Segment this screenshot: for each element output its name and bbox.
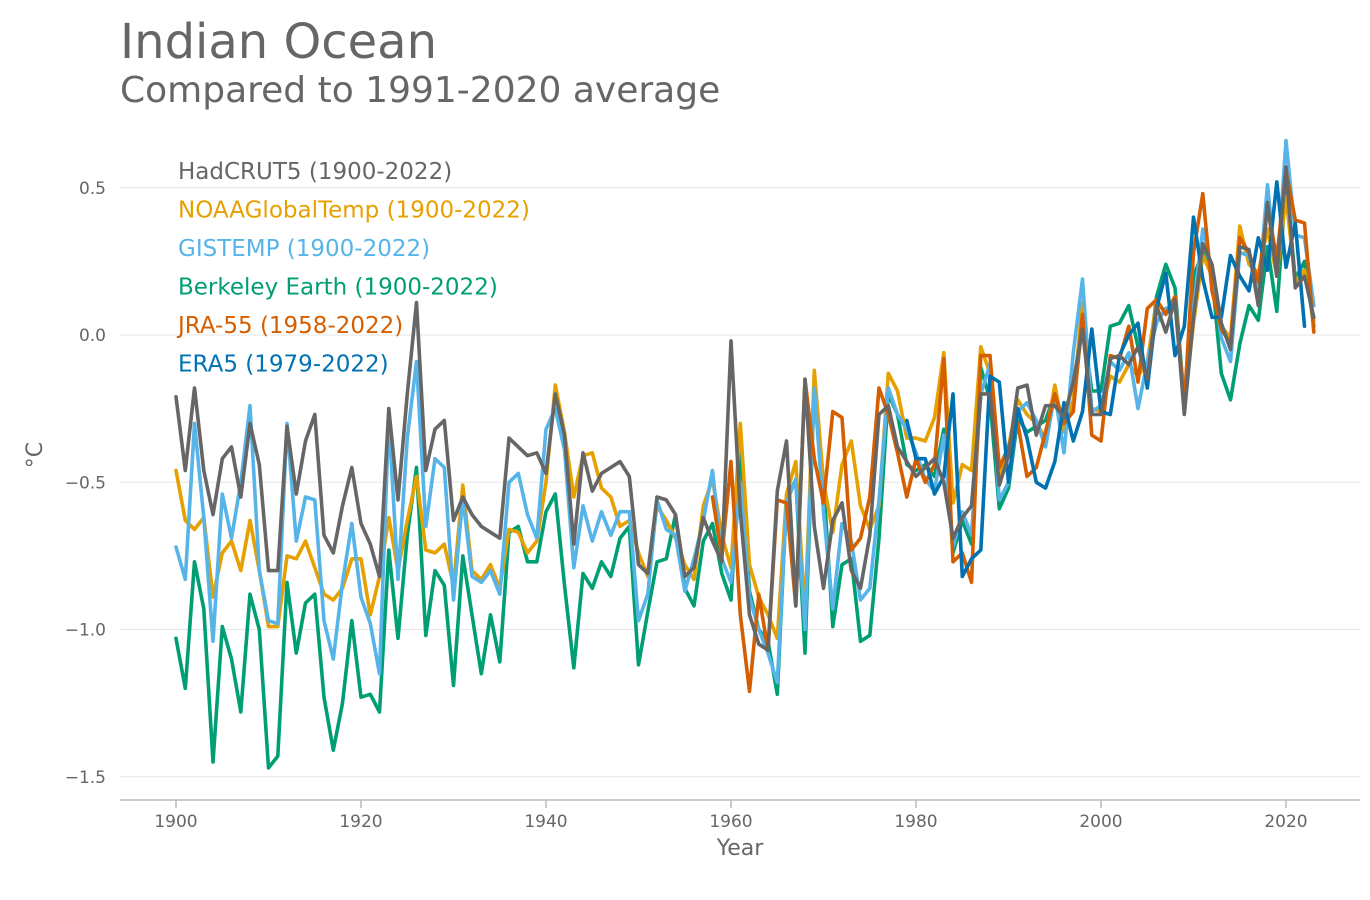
x-tick-label: 1960	[709, 812, 752, 832]
legend-entry: HadCRUT5 (1900-2022)	[178, 159, 452, 185]
legend-entry: NOAAGlobalTemp (1900-2022)	[178, 198, 530, 224]
y-tick-label: −0.5	[65, 473, 106, 493]
y-tick-label: −1.5	[65, 768, 106, 788]
legend-entry: ERA5 (1979-2022)	[178, 352, 389, 378]
x-tick-label: 1900	[154, 812, 197, 832]
x-tick-label: 1980	[894, 812, 937, 832]
series-lines	[174, 138, 1316, 770]
y-tick-label: 0.5	[79, 179, 106, 199]
x-tick-label: 1940	[524, 812, 567, 832]
legend: HadCRUT5 (1900-2022) NOAAGlobalTemp (1900…	[176, 159, 530, 378]
x-axis-label: Year	[716, 836, 765, 861]
legend-entry: GISTEMP (1900-2022)	[178, 236, 430, 262]
legend-entry: JRA-55 (1958-2022)	[176, 313, 403, 339]
x-tick-label: 2000	[1079, 812, 1122, 832]
x-tick-label: 2020	[1264, 812, 1307, 832]
y-axis-label: °C	[23, 442, 48, 468]
chart-subtitle: Compared to 1991-2020 average	[120, 70, 721, 111]
x-tick-labels: 1900 1920 1940 1960 1980 2000 2020	[154, 800, 1308, 832]
series-line-hadcrut5	[174, 165, 1316, 652]
legend-entry: Berkeley Earth (1900-2022)	[178, 275, 498, 301]
x-tick-label: 1920	[339, 812, 382, 832]
series-line-noaaglobaltemp	[174, 194, 1316, 641]
y-tick-label: −1.0	[65, 621, 106, 641]
y-tick-labels: 0.5 0.0 −0.5 −1.0 −1.5	[65, 179, 106, 788]
y-tick-label: 0.0	[79, 326, 106, 346]
chart-title: Indian Ocean	[120, 14, 438, 70]
